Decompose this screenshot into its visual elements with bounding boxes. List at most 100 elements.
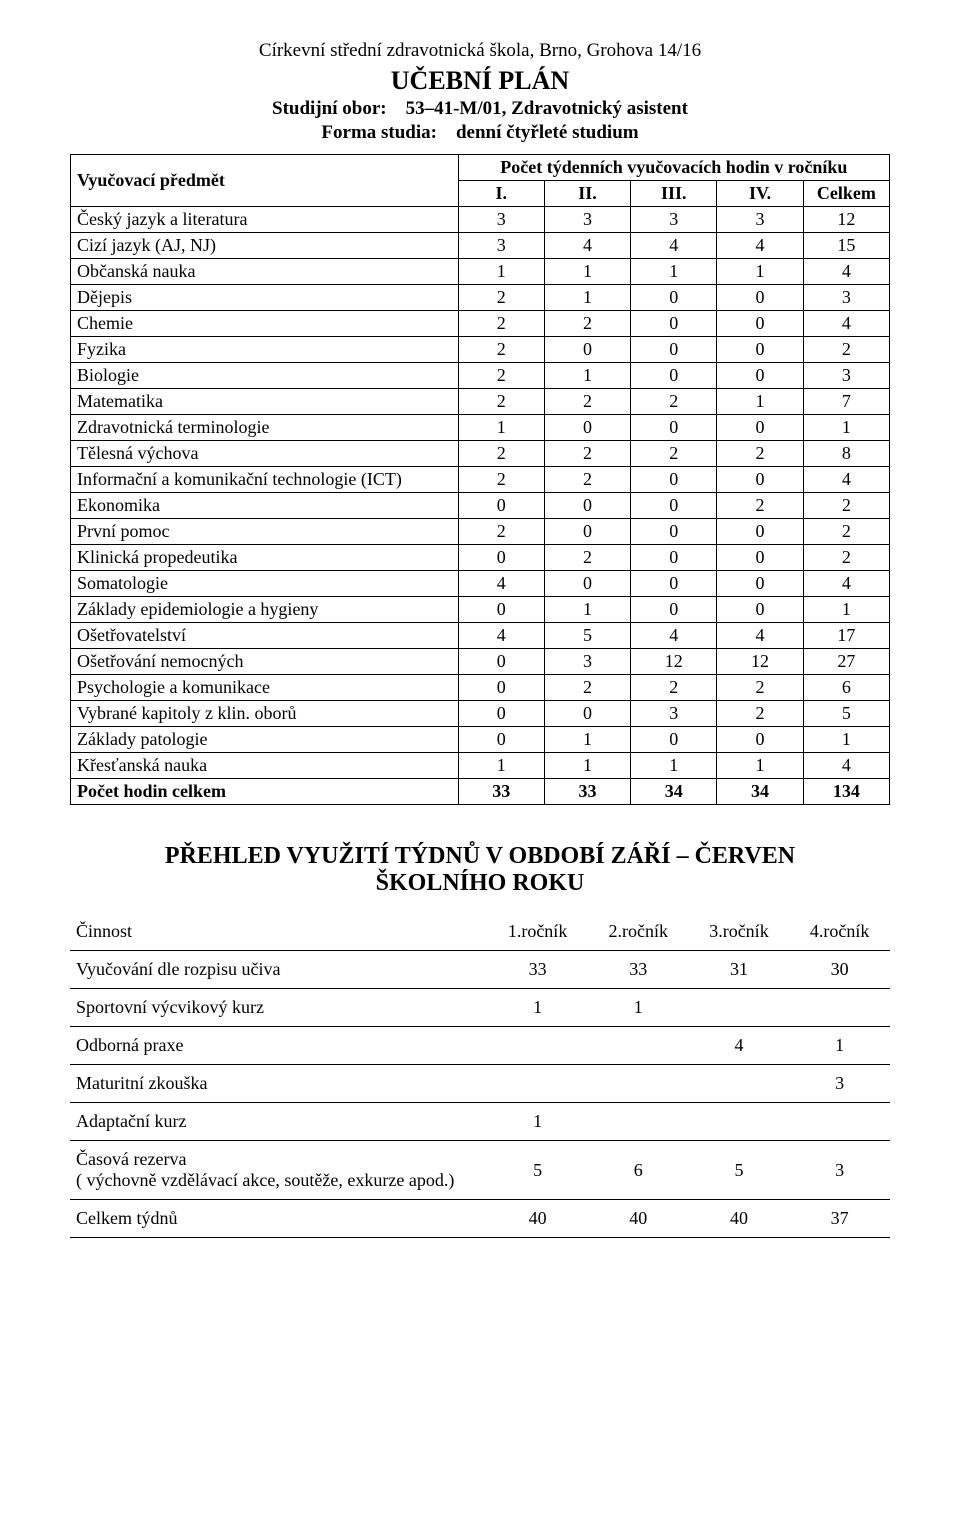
value-cell: 2: [544, 311, 630, 337]
table-row: Základy epidemiologie a hygieny01001: [71, 597, 890, 623]
value-cell: 1: [544, 285, 630, 311]
value-cell: 0: [458, 727, 544, 753]
value-cell: 3: [458, 233, 544, 259]
value-cell: 0: [717, 519, 803, 545]
value-cell: 2: [631, 441, 717, 467]
subject-cell: Ošetřovatelství: [71, 623, 459, 649]
weeks-col-3: 3.ročník: [689, 913, 790, 951]
table-row: Ekonomika00022: [71, 493, 890, 519]
value-cell: 1: [544, 259, 630, 285]
value-cell: 0: [631, 493, 717, 519]
value-cell: 1: [544, 597, 630, 623]
subject-cell: Ekonomika: [71, 493, 459, 519]
value-cell: 2: [458, 363, 544, 389]
value-cell: 0: [631, 519, 717, 545]
col-2: II.: [544, 181, 630, 207]
weeks-value-cell: 6: [588, 1141, 689, 1200]
value-cell: 0: [717, 727, 803, 753]
total-label: Počet hodin celkem: [71, 779, 459, 805]
value-cell: 1: [803, 727, 889, 753]
value-cell: 0: [631, 597, 717, 623]
table-row: Dějepis21003: [71, 285, 890, 311]
weeks-col-1: 1.ročník: [487, 913, 588, 951]
value-cell: 0: [458, 675, 544, 701]
value-cell: 0: [631, 571, 717, 597]
value-cell: 0: [717, 363, 803, 389]
weeks-total-3: 40: [689, 1200, 790, 1238]
table-row: Informační a komunikační technologie (IC…: [71, 467, 890, 493]
subject-cell: Základy epidemiologie a hygieny: [71, 597, 459, 623]
value-cell: 0: [717, 415, 803, 441]
value-cell: 8: [803, 441, 889, 467]
value-cell: 5: [544, 623, 630, 649]
table-row: Cizí jazyk (AJ, NJ)344415: [71, 233, 890, 259]
weeks-value-cell: 1: [487, 1103, 588, 1141]
value-cell: 0: [631, 285, 717, 311]
weeks-value-cell: 1: [487, 989, 588, 1027]
weeks-total-1: 40: [487, 1200, 588, 1238]
main-title: UČEBNÍ PLÁN: [70, 66, 890, 96]
subject-cell: Občanská nauka: [71, 259, 459, 285]
weeks-value-cell: 31: [689, 951, 790, 989]
value-cell: 0: [544, 337, 630, 363]
table-row: Biologie21003: [71, 363, 890, 389]
study-field-label: Studijní obor:: [272, 98, 387, 119]
total-1: 33: [458, 779, 544, 805]
weeks-value-cell: [588, 1065, 689, 1103]
value-cell: 0: [544, 701, 630, 727]
weeks-value-cell: 33: [487, 951, 588, 989]
weeks-row: Vyučování dle rozpisu učiva33333130: [70, 951, 890, 989]
value-cell: 2: [458, 467, 544, 493]
weeks-header-row: Činnost 1.ročník 2.ročník 3.ročník 4.roč…: [70, 913, 890, 951]
table-header-row-1: Vyučovací předmět Počet týdenních vyučov…: [71, 155, 890, 181]
value-cell: 1: [544, 363, 630, 389]
value-cell: 0: [717, 311, 803, 337]
weeks-section-title: PŘEHLED VYUŽITÍ TÝDNŮ V OBDOBÍ ZÁŘÍ – ČE…: [70, 843, 890, 897]
subject-cell: Chemie: [71, 311, 459, 337]
value-cell: 4: [717, 233, 803, 259]
weeks-header-activity: Činnost: [70, 913, 487, 951]
header-subject: Vyučovací předmět: [71, 155, 459, 207]
value-cell: 2: [717, 441, 803, 467]
value-cell: 4: [631, 233, 717, 259]
value-cell: 1: [631, 259, 717, 285]
subject-cell: Fyzika: [71, 337, 459, 363]
weeks-value-cell: [789, 989, 890, 1027]
value-cell: 4: [544, 233, 630, 259]
value-cell: 12: [631, 649, 717, 675]
value-cell: 2: [544, 545, 630, 571]
study-form-line: Forma studia: denní čtyřleté studium: [70, 122, 890, 144]
subject-cell: Zdravotnická terminologie: [71, 415, 459, 441]
value-cell: 0: [631, 337, 717, 363]
value-cell: 3: [544, 207, 630, 233]
value-cell: 2: [631, 675, 717, 701]
value-cell: 0: [544, 493, 630, 519]
value-cell: 0: [544, 571, 630, 597]
weeks-value-cell: 1: [588, 989, 689, 1027]
subject-cell: Tělesná výchova: [71, 441, 459, 467]
activity-cell: Odborná praxe: [70, 1027, 487, 1065]
subject-cell: Matematika: [71, 389, 459, 415]
value-cell: 0: [631, 415, 717, 441]
activity-cell: Maturitní zkouška: [70, 1065, 487, 1103]
weeks-col-2: 2.ročník: [588, 913, 689, 951]
value-cell: 6: [803, 675, 889, 701]
subject-cell: Ošetřování nemocných: [71, 649, 459, 675]
value-cell: 0: [717, 571, 803, 597]
value-cell: 0: [717, 337, 803, 363]
weeks-value-cell: [689, 1103, 790, 1141]
value-cell: 2: [803, 545, 889, 571]
study-field-line: Studijní obor: 53–41-M/01, Zdravotnický …: [70, 98, 890, 120]
value-cell: 2: [803, 519, 889, 545]
weeks-value-cell: [588, 1103, 689, 1141]
subject-cell: Křesťanská nauka: [71, 753, 459, 779]
value-cell: 0: [717, 467, 803, 493]
header-hours: Počet týdenních vyučovacích hodin v ročn…: [458, 155, 889, 181]
value-cell: 2: [458, 519, 544, 545]
value-cell: 2: [544, 467, 630, 493]
weeks-value-cell: [487, 1065, 588, 1103]
value-cell: 1: [458, 753, 544, 779]
weeks-table: Činnost 1.ročník 2.ročník 3.ročník 4.roč…: [70, 913, 890, 1238]
value-cell: 2: [458, 389, 544, 415]
value-cell: 3: [717, 207, 803, 233]
